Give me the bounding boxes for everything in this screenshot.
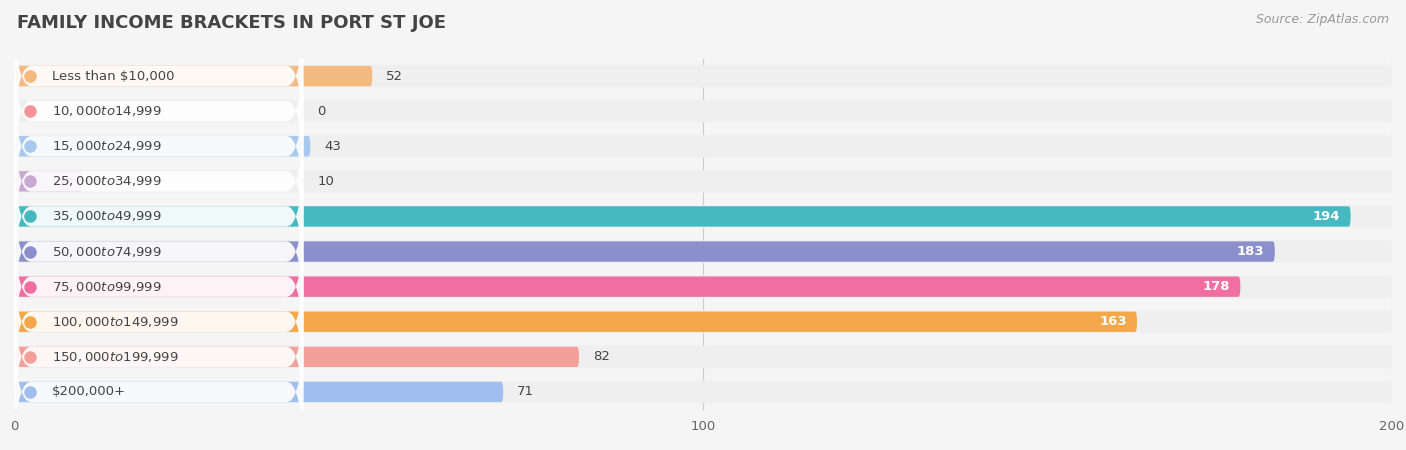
Text: $25,000 to $34,999: $25,000 to $34,999 [52, 174, 162, 189]
FancyBboxPatch shape [14, 279, 304, 434]
FancyBboxPatch shape [14, 240, 1392, 263]
FancyBboxPatch shape [14, 174, 304, 329]
Text: FAMILY INCOME BRACKETS IN PORT ST JOE: FAMILY INCOME BRACKETS IN PORT ST JOE [17, 14, 446, 32]
FancyBboxPatch shape [14, 206, 1351, 227]
FancyBboxPatch shape [14, 0, 304, 153]
FancyBboxPatch shape [14, 346, 579, 367]
Text: 10: 10 [318, 175, 335, 188]
Text: $200,000+: $200,000+ [52, 386, 127, 398]
FancyBboxPatch shape [14, 139, 304, 294]
Text: 52: 52 [387, 70, 404, 82]
Text: $50,000 to $74,999: $50,000 to $74,999 [52, 244, 162, 259]
Text: 71: 71 [517, 386, 534, 398]
FancyBboxPatch shape [14, 205, 1392, 228]
FancyBboxPatch shape [14, 34, 304, 189]
Text: 82: 82 [593, 351, 610, 363]
Text: $15,000 to $24,999: $15,000 to $24,999 [52, 139, 162, 153]
FancyBboxPatch shape [14, 311, 1137, 332]
Text: 0: 0 [318, 105, 326, 117]
FancyBboxPatch shape [14, 170, 1392, 193]
FancyBboxPatch shape [14, 66, 373, 86]
FancyBboxPatch shape [14, 171, 83, 192]
Text: $10,000 to $14,999: $10,000 to $14,999 [52, 104, 162, 118]
FancyBboxPatch shape [14, 275, 1392, 298]
FancyBboxPatch shape [14, 382, 503, 402]
Text: 194: 194 [1313, 210, 1340, 223]
FancyBboxPatch shape [14, 244, 304, 399]
Text: 43: 43 [325, 140, 342, 153]
FancyBboxPatch shape [14, 65, 1392, 87]
FancyBboxPatch shape [14, 135, 1392, 158]
Text: 163: 163 [1099, 315, 1126, 328]
FancyBboxPatch shape [14, 276, 1240, 297]
Text: Source: ZipAtlas.com: Source: ZipAtlas.com [1256, 14, 1389, 27]
Text: 183: 183 [1237, 245, 1264, 258]
FancyBboxPatch shape [14, 346, 1392, 368]
FancyBboxPatch shape [14, 69, 304, 224]
FancyBboxPatch shape [14, 209, 304, 364]
FancyBboxPatch shape [14, 136, 311, 157]
Text: $150,000 to $199,999: $150,000 to $199,999 [52, 350, 179, 364]
Text: Less than $10,000: Less than $10,000 [52, 70, 174, 82]
FancyBboxPatch shape [14, 241, 1275, 262]
FancyBboxPatch shape [14, 310, 1392, 333]
FancyBboxPatch shape [14, 104, 304, 259]
FancyBboxPatch shape [14, 100, 1392, 122]
FancyBboxPatch shape [14, 381, 1392, 403]
Text: 178: 178 [1202, 280, 1230, 293]
Text: $35,000 to $49,999: $35,000 to $49,999 [52, 209, 162, 224]
Text: $100,000 to $149,999: $100,000 to $149,999 [52, 315, 179, 329]
FancyBboxPatch shape [14, 315, 304, 450]
Text: $75,000 to $99,999: $75,000 to $99,999 [52, 279, 162, 294]
